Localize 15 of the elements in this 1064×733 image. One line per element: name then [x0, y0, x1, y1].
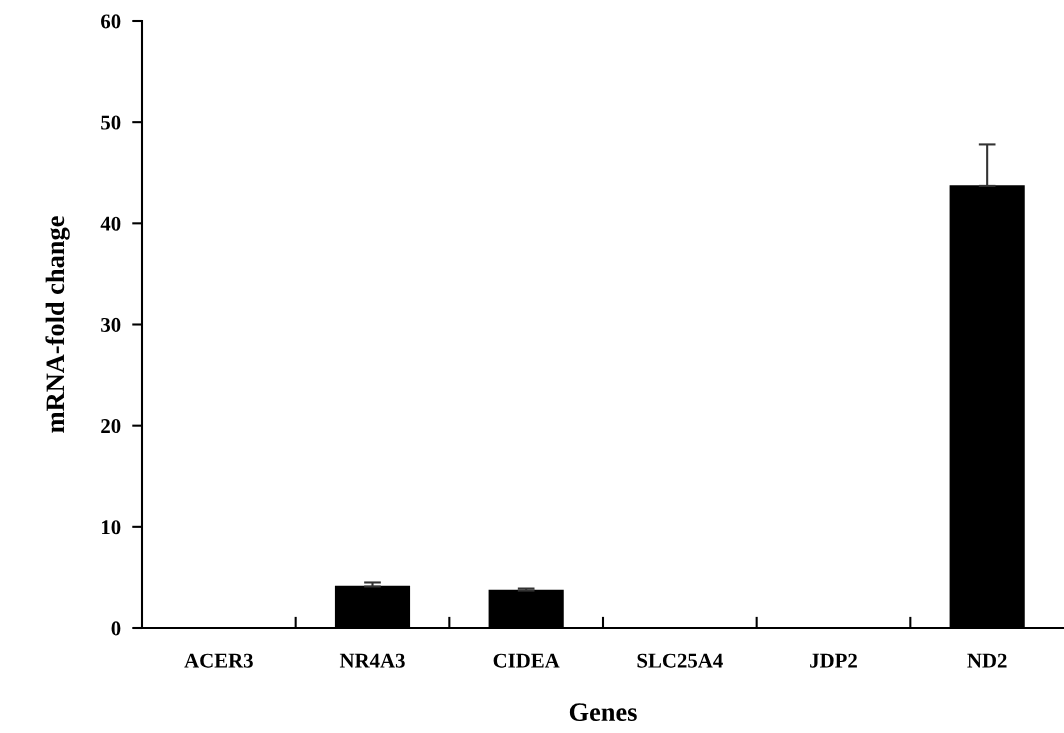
x-tick-label: NR4A3 [339, 653, 405, 668]
y-tick-label: 30 [101, 317, 121, 332]
x-axis-title: Genes [569, 703, 637, 722]
y-tick-label: 0 [111, 621, 121, 636]
x-tick-label: SLC25A4 [637, 653, 723, 668]
x-tick-label: ND2 [967, 653, 1007, 668]
x-tick-label: JDP2 [810, 653, 857, 668]
y-tick-label: 40 [100, 216, 121, 231]
x-tick-label: CIDEA [493, 653, 560, 668]
y-axis-title: mRNA-fold change [45, 216, 70, 433]
x-tick-label: ACER3 [184, 653, 253, 668]
y-tick-label: 20 [101, 419, 121, 434]
y-tick-label: 50 [101, 115, 121, 130]
y-tick-label: 10 [102, 520, 121, 535]
y-tick-label: 60 [101, 14, 121, 29]
